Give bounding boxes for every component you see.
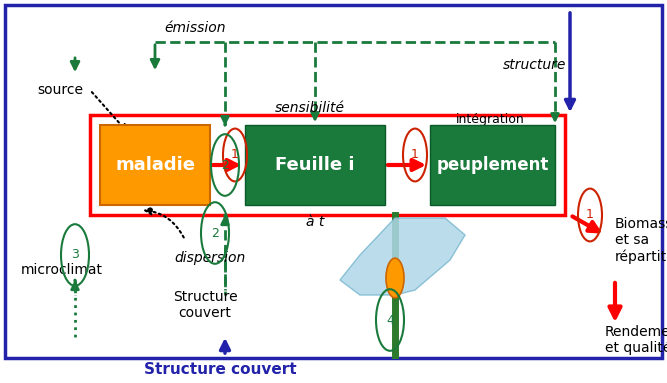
Polygon shape [340,218,465,295]
Text: 2: 2 [221,159,229,172]
Ellipse shape [386,258,404,298]
Text: dispersion: dispersion [174,251,245,265]
Text: structure: structure [504,58,567,72]
Bar [90,115,565,215]
Text: microclimat: microclimat [21,263,103,277]
Text: Structure
couvert: Structure couvert [173,290,237,320]
Text: Feuille i: Feuille i [275,156,355,174]
Text: Structure couvert: Structure couvert [143,362,296,378]
Text: peuplement: peuplement [436,156,549,174]
Text: 1: 1 [231,149,239,162]
Text: 1: 1 [411,149,419,162]
Text: Biomasse
et sa
répartition: Biomasse et sa répartition [615,216,667,264]
Text: émission: émission [164,21,225,35]
Bar [100,125,210,205]
Text: source: source [37,83,83,97]
Text: à t: à t [305,215,324,229]
Text: 4: 4 [386,314,394,326]
Text: intégration: intégration [456,113,524,126]
Text: 1: 1 [586,208,594,221]
Text: maladie: maladie [115,156,195,174]
Bar [245,125,385,205]
Text: 3: 3 [71,249,79,262]
Text: sensibilité: sensibilité [275,101,345,115]
Text: Rendement
et qualité: Rendement et qualité [605,325,667,355]
Text: 2: 2 [211,226,219,239]
Bar [430,125,555,205]
